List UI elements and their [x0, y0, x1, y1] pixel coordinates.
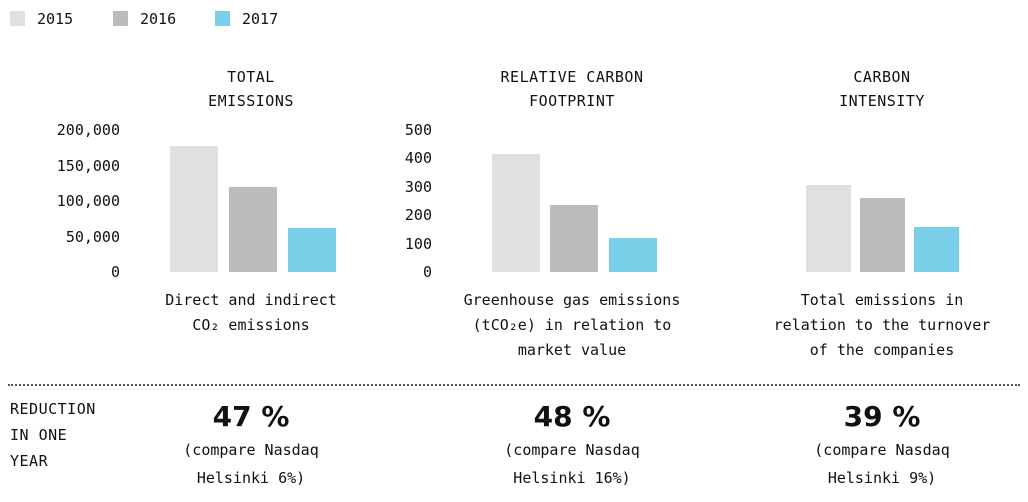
reduction-value: 47 %: [212, 400, 290, 433]
legend-label: 2017: [242, 10, 279, 28]
reduction-note: (compare Nasdaq Helsinki 6%): [183, 441, 319, 487]
y-tick-label: 50,000: [65, 227, 120, 246]
bar: [609, 237, 657, 272]
y-tick-label: 100: [404, 234, 432, 253]
legend-label: 2015: [37, 10, 74, 28]
y-tick-label: 0: [110, 263, 120, 281]
y-tick-label: 150,000: [56, 156, 120, 175]
y-tick-label: 200,000: [56, 121, 120, 139]
chart-title: CARBON INTENSITY: [839, 68, 925, 110]
bar: [170, 146, 218, 272]
chart-caption: Direct and indirect CO₂ emissions: [165, 291, 337, 334]
bar: [860, 198, 905, 272]
legend-swatch: [215, 11, 230, 26]
bar: [492, 154, 540, 272]
chart-title: TOTAL EMISSIONS: [208, 68, 294, 110]
y-tick-label: 300: [404, 177, 432, 196]
chart-caption: Greenhouse gas emissions (tCO₂e) in rela…: [463, 291, 681, 359]
bar: [288, 227, 336, 272]
bar: [914, 227, 959, 272]
chart-title: RELATIVE CARBON FOOTPRINT: [500, 68, 644, 110]
y-tick-label: 200: [404, 206, 432, 225]
y-tick-label: 400: [404, 149, 432, 168]
divider: [8, 384, 1020, 386]
chart-caption: Total emissions in relation to the turno…: [773, 291, 991, 359]
reduction-value: 39 %: [843, 400, 921, 433]
y-tick-label: 500: [404, 121, 432, 139]
bar: [806, 185, 851, 272]
reduction-note: (compare Nasdaq Helsinki 16%): [504, 441, 640, 487]
bar: [229, 186, 277, 272]
reduction-value: 48 %: [533, 400, 611, 433]
y-tick-label: 100,000: [56, 192, 120, 210]
y-tick-label: 0: [422, 263, 432, 281]
bar: [550, 204, 598, 272]
legend-swatch: [10, 11, 25, 26]
reduction-label: REDUCTION IN ONE YEAR: [10, 400, 96, 470]
reduction-note: (compare Nasdaq Helsinki 9%): [814, 441, 950, 487]
legend-swatch: [113, 11, 128, 26]
legend-label: 2016: [140, 10, 177, 28]
